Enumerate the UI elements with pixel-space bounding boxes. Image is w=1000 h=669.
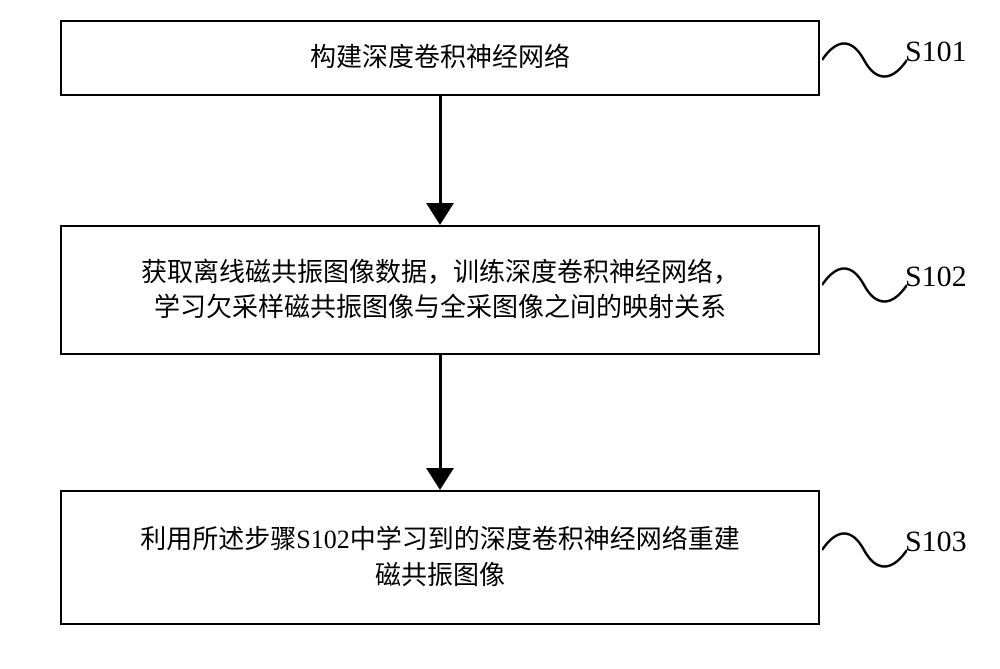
step-label-1-text: S101 — [905, 35, 967, 68]
squiggle-2 — [822, 255, 907, 305]
step-label-3: S103 — [905, 525, 967, 559]
flow-node-1: 构建深度卷积神经网络 — [60, 20, 820, 96]
flow-node-2-text: 获取离线磁共振图像数据，训练深度卷积神经网络， 学习欠采样磁共振图像与全采图像之… — [123, 251, 757, 329]
step-label-2: S102 — [905, 260, 967, 294]
step-label-2-text: S102 — [905, 260, 967, 293]
step-label-3-text: S103 — [905, 525, 967, 558]
arrow-2-shaft — [439, 355, 442, 472]
flow-node-2: 获取离线磁共振图像数据，训练深度卷积神经网络， 学习欠采样磁共振图像与全采图像之… — [60, 225, 820, 355]
arrow-1-head — [426, 203, 454, 225]
flow-node-3-text: 利用所述步骤S102中学习到的深度卷积神经网络重建 磁共振图像 — [122, 518, 757, 596]
squiggle-3 — [822, 520, 907, 570]
arrow-1-shaft — [439, 96, 442, 207]
flowchart-root: 构建深度卷积神经网络 获取离线磁共振图像数据，训练深度卷积神经网络， 学习欠采样… — [0, 0, 1000, 669]
flow-node-1-text: 构建深度卷积神经网络 — [292, 36, 588, 79]
arrow-2-head — [426, 468, 454, 490]
step-label-1: S101 — [905, 35, 967, 69]
flow-node-3: 利用所述步骤S102中学习到的深度卷积神经网络重建 磁共振图像 — [60, 490, 820, 625]
squiggle-1 — [822, 30, 907, 80]
